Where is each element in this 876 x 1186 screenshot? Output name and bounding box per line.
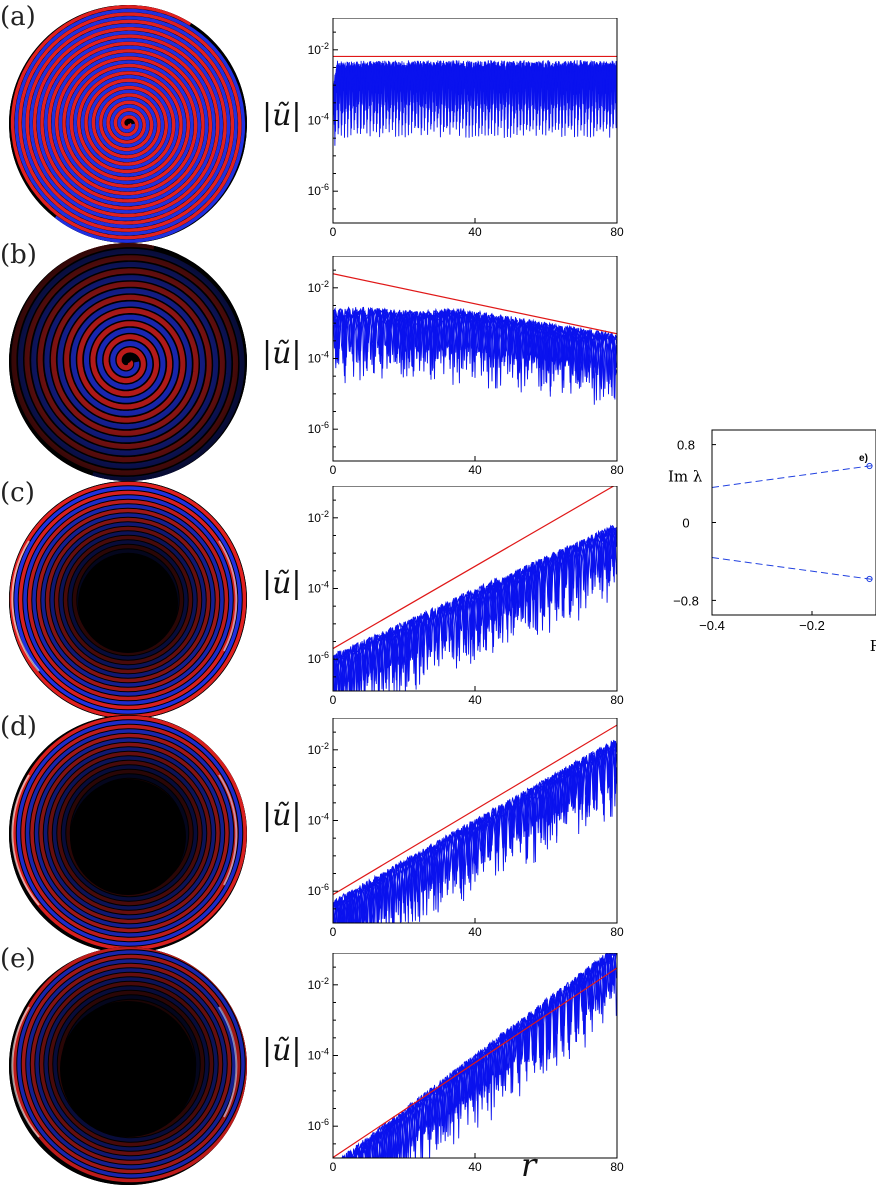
x-tick-label: 80 [610,925,624,939]
x-tick-label: 0 [330,1160,337,1174]
x-tick-label: 80 [610,1160,624,1174]
spiral-pattern-image [9,481,247,719]
x-tick-label: 80 [610,463,624,477]
amplitude-plot: 0 40 80 10-2 10-4 10-6 [293,717,627,947]
x-axis-label-r: r [521,1146,537,1184]
y-axis-label: |ũ| [262,566,302,601]
panel-label: (e) [0,944,36,974]
eig-x-tick: −0.2 [799,618,825,633]
panel-label: (a) [0,2,36,32]
x-tick-label: 40 [468,463,482,477]
y-tick-label: 10-6 [308,182,329,198]
amplitude-svg: 0 40 80 10-2 10-4 10-6 [308,952,624,1174]
eig-y-tick: −0.8 [673,593,699,608]
spiral-svg [9,5,247,243]
x-tick-label: 0 [330,925,337,939]
x-tick-label: 40 [468,925,482,939]
y-tick-label: 10-2 [308,41,329,57]
y-tick-label: 10-6 [308,650,329,666]
amplitude-svg: 0 40 80 10-2 10-4 10-6 [308,255,624,477]
envelope-line [333,967,617,1158]
spiral-svg [9,947,247,1185]
y-axis-label: |ũ| [262,798,302,833]
y-tick-label: 10-2 [308,976,329,992]
spiral-pattern-image [9,715,247,953]
y-tick-label: 10-4 [308,812,329,828]
y-tick-label: 10-6 [308,882,329,898]
spiral-svg [9,481,247,719]
eig-y-tick: 0.8 [677,438,695,453]
spiral-pattern-image [9,243,247,481]
x-tick-label: 40 [468,225,482,239]
envelope-line [333,273,617,335]
spiral-pattern-image [9,5,247,243]
eig-y-tick: 0 [682,516,689,531]
eigenvalue-label: e) [859,453,868,464]
y-axis-label: |ũ| [262,98,302,133]
panel-label: (b) [0,240,37,270]
amplitude-svg: 0 40 80 10-2 10-4 10-6 [308,717,624,939]
eigenvalue-point [866,462,873,470]
panel-label: (d) [0,712,37,742]
x-tick-label: 40 [468,1160,482,1174]
envelope-line [333,724,617,896]
amplitude-plot: 0 40 80 10-2 10-4 10-6 [293,17,627,247]
y-tick-label: 10-4 [308,580,329,596]
x-tick-label: 80 [610,225,624,239]
y-axis-label: |ũ| [262,1033,302,1068]
y-axis-label: |ũ| [262,336,302,371]
amplitude-plot: 0 40 80 10-2 10-4 10-6 [293,952,627,1182]
eig-y-label: Im λ [668,468,703,486]
x-tick-label: 0 [330,463,337,477]
spiral-pattern-image [9,947,247,1185]
y-tick-label: 10-2 [308,741,329,757]
amplitude-svg: 0 40 80 10-2 10-4 10-6 [308,17,624,239]
eig-x-tick: −0.4 [699,618,725,633]
y-tick-label: 10-2 [308,509,329,525]
amplitude-plot: 0 40 80 10-2 10-4 10-6 [293,255,627,485]
eigenvalue-svg: e)d)c)b)a)−0.4−0.200.80−0.8Re λIm λ [668,429,876,655]
y-tick-label: 10-4 [308,1047,329,1063]
y-tick-label: 10-6 [308,420,329,436]
spiral-svg [9,715,247,953]
amplitude-svg: 0 40 80 10-2 10-4 10-6 [308,485,624,707]
eigenvalue-point [866,575,873,583]
x-tick-label: 40 [468,693,482,707]
x-tick-label: 0 [330,693,337,707]
y-tick-label: 10-4 [308,112,329,128]
amplitude-plot: 0 40 80 10-2 10-4 10-6 [293,485,627,715]
y-tick-label: 10-6 [308,1117,329,1133]
eigenvalue-plot: e)d)c)b)a)−0.4−0.200.80−0.8Re λIm λ [650,425,876,685]
eig-x-label: Re λ [870,637,876,655]
y-tick-label: 10-2 [308,279,329,295]
y-tick-label: 10-4 [308,350,329,366]
x-tick-label: 0 [330,225,337,239]
panel-label: (c) [0,478,35,508]
spiral-svg [9,243,247,481]
envelope-line [333,486,615,650]
x-tick-label: 80 [610,693,624,707]
